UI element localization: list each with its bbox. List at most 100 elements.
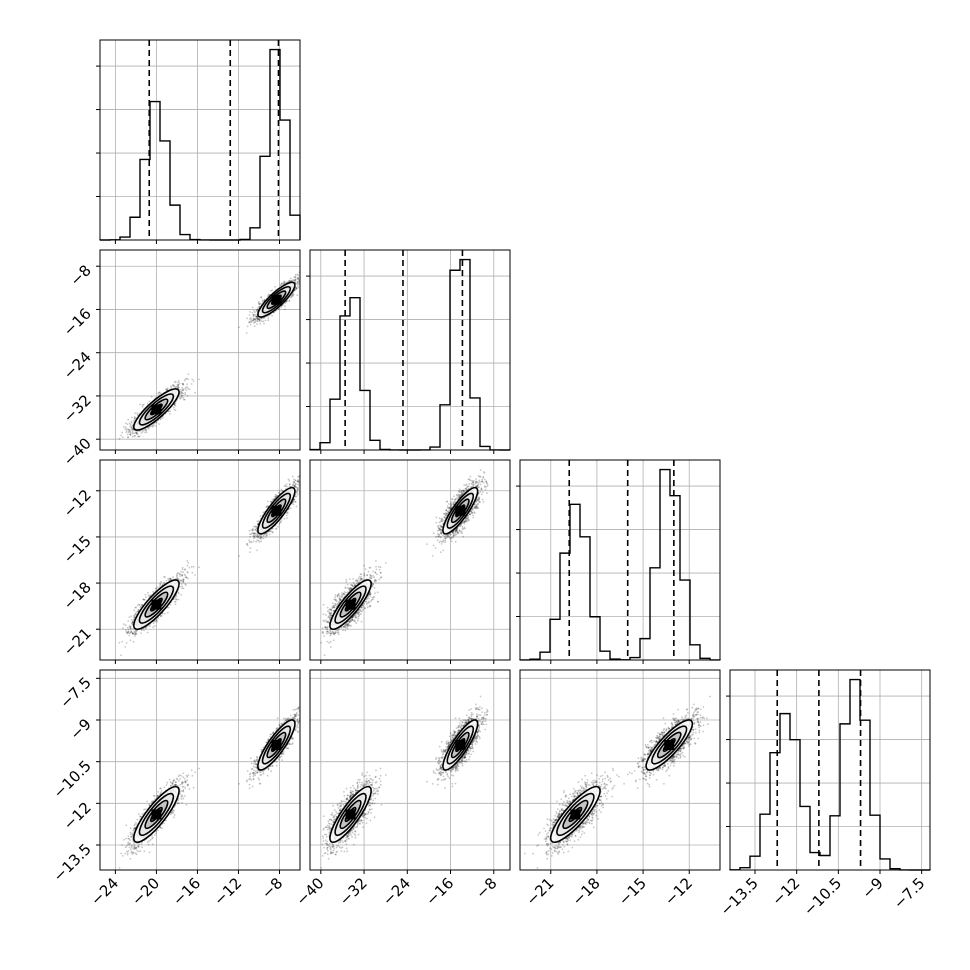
sample-point xyxy=(297,280,299,283)
sample-point xyxy=(296,273,299,276)
sample-point xyxy=(187,378,189,381)
sample-point xyxy=(131,432,134,435)
sample-point xyxy=(256,318,259,320)
sample-point xyxy=(291,294,294,297)
sample-point xyxy=(291,294,294,297)
sample-point xyxy=(137,435,140,438)
sample-point xyxy=(145,431,148,433)
sample-point xyxy=(132,420,135,422)
sample-point xyxy=(136,413,139,416)
sample-point xyxy=(139,403,142,406)
sample-point xyxy=(290,280,293,282)
sample-point xyxy=(249,540,252,543)
sample-point xyxy=(174,409,177,412)
sample-point xyxy=(260,296,263,298)
sample-point xyxy=(254,321,256,324)
sample-point xyxy=(305,481,307,483)
sample-point xyxy=(267,317,270,320)
sample-point xyxy=(297,277,300,279)
sample-point xyxy=(258,320,261,323)
sample-point xyxy=(165,388,167,391)
sample-point xyxy=(175,595,178,597)
sample-point xyxy=(252,317,255,320)
sample-point xyxy=(258,318,261,320)
sample-point xyxy=(185,386,187,389)
sample-point xyxy=(181,394,184,397)
sample-point xyxy=(141,603,144,606)
sample-point xyxy=(177,381,179,384)
sample-point xyxy=(131,621,134,624)
sample-point xyxy=(149,425,151,428)
sample-point xyxy=(124,426,127,429)
sample-point xyxy=(141,404,144,406)
sample-point xyxy=(177,386,180,388)
sample-point xyxy=(128,430,131,433)
sample-point xyxy=(191,378,194,381)
sample-point xyxy=(182,579,185,582)
sample-point xyxy=(173,385,176,388)
sample-point xyxy=(133,434,136,437)
sample-point xyxy=(252,319,254,322)
sample-point xyxy=(131,435,134,438)
sample-point xyxy=(167,606,170,609)
sample-point xyxy=(283,281,285,283)
sample-point xyxy=(126,433,129,436)
histogram-steps xyxy=(99,48,301,241)
sample-point xyxy=(158,391,161,394)
sample-point xyxy=(296,283,299,286)
sample-point xyxy=(283,281,286,284)
sample-point xyxy=(265,534,268,537)
sample-point xyxy=(291,279,294,282)
sample-point xyxy=(250,321,253,324)
sample-point xyxy=(134,435,136,437)
sample-point xyxy=(280,306,282,309)
sample-point xyxy=(258,535,260,538)
sample-point xyxy=(295,287,298,290)
sample-point xyxy=(257,318,260,320)
sample-point xyxy=(182,398,185,401)
sample-point xyxy=(177,384,179,387)
sample-point xyxy=(129,430,132,433)
sample-point xyxy=(267,319,270,322)
sample-point xyxy=(133,417,136,420)
sample-point xyxy=(254,318,256,321)
sample-point xyxy=(133,432,136,435)
sample-point xyxy=(294,484,296,487)
sample-point xyxy=(118,437,121,440)
sample-point xyxy=(290,296,293,298)
sample-point xyxy=(177,386,180,389)
sample-point xyxy=(245,543,248,546)
sample-point xyxy=(291,293,294,296)
sample-point xyxy=(133,616,135,619)
sample-point xyxy=(262,317,265,320)
sample-point xyxy=(180,396,183,399)
sample-point xyxy=(126,436,129,439)
sample-point xyxy=(254,311,256,314)
sample-point xyxy=(255,310,258,312)
sample-point xyxy=(157,392,160,394)
sample-point xyxy=(152,622,155,625)
sample-point xyxy=(263,316,266,319)
sample-point xyxy=(250,541,253,544)
sample-point xyxy=(126,423,129,426)
sample-point xyxy=(266,295,269,298)
sample-point xyxy=(294,273,297,276)
sample-point xyxy=(260,540,262,543)
sample-point xyxy=(310,279,312,281)
sample-point xyxy=(181,386,184,389)
sample-point xyxy=(301,282,303,284)
sample-point xyxy=(260,302,262,305)
sample-point xyxy=(169,410,172,412)
sample-point xyxy=(248,321,250,324)
sample-point xyxy=(178,396,181,399)
sample-point xyxy=(125,430,128,432)
sample-point xyxy=(190,383,193,385)
sample-point xyxy=(147,427,150,430)
sample-point xyxy=(178,573,181,576)
histogram-steps xyxy=(309,258,510,451)
sample-point xyxy=(130,420,133,423)
sample-point xyxy=(145,428,147,430)
sample-point xyxy=(150,395,153,398)
sample-point xyxy=(130,421,133,424)
sample-point xyxy=(306,272,308,274)
